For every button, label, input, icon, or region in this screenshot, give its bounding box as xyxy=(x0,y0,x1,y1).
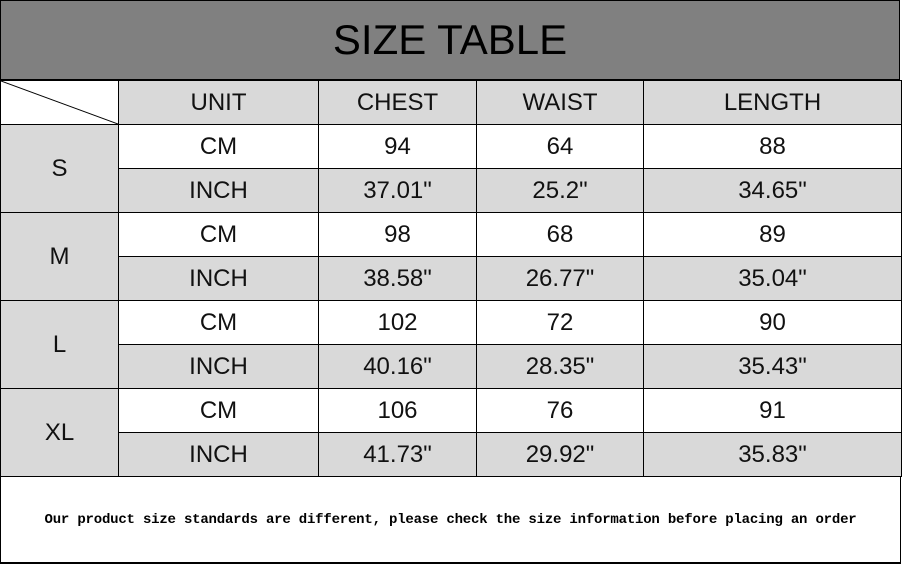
table-row: INCH 37.01" 25.2" 34.65" xyxy=(1,168,902,213)
table-row: S CM 94 64 88 xyxy=(0,124,902,213)
cell-chest: 106 xyxy=(318,388,477,433)
cell-waist: 72 xyxy=(476,300,644,345)
size-label: L xyxy=(0,300,119,389)
cell-length: 34.65" xyxy=(643,168,902,213)
diagonal-line xyxy=(1,81,118,124)
table-row: L CM 102 72 90 xyxy=(0,300,902,389)
cell-chest: 40.16" xyxy=(318,344,477,389)
cell-length: 91 xyxy=(643,388,902,433)
cell-unit: INCH xyxy=(118,432,319,477)
cell-unit: INCH xyxy=(118,168,319,213)
cell-chest: 37.01" xyxy=(318,168,477,213)
cell-waist: 68 xyxy=(476,212,644,257)
corner-cell xyxy=(0,80,119,125)
size-table: UNIT CHEST WAIST LENGTH S CM 94 64 88 INCH 37.… xyxy=(0,80,902,477)
cell-length: 35.43" xyxy=(643,344,902,389)
header-row: UNIT CHEST WAIST LENGTH xyxy=(0,80,902,125)
header-length: LENGTH xyxy=(643,80,902,125)
header-waist: WAIST xyxy=(476,80,644,125)
cell-length: 35.83" xyxy=(643,432,902,477)
cell-unit: INCH xyxy=(118,256,319,301)
cell-waist: 25.2" xyxy=(476,168,644,213)
cell-length: 89 xyxy=(643,212,902,257)
cell-unit: CM xyxy=(118,388,319,433)
cell-chest: 94 xyxy=(318,124,477,169)
cell-waist: 29.92" xyxy=(476,432,644,477)
footer-note: Our product size standards are different… xyxy=(0,476,901,564)
table-row: INCH 40.16" 28.35" 35.43" xyxy=(1,344,902,389)
page-title: SIZE TABLE xyxy=(0,0,900,80)
cell-length: 35.04" xyxy=(643,256,902,301)
table-row: INCH 38.58" 26.77" 35.04" xyxy=(1,256,902,301)
size-label: M xyxy=(0,212,119,301)
cell-waist: 64 xyxy=(476,124,644,169)
cell-chest: 102 xyxy=(318,300,477,345)
header-unit: UNIT xyxy=(118,80,319,125)
cell-unit: CM xyxy=(118,300,319,345)
cell-chest: 41.73" xyxy=(318,432,477,477)
cell-length: 88 xyxy=(643,124,902,169)
cell-waist: 76 xyxy=(476,388,644,433)
cell-chest: 38.58" xyxy=(318,256,477,301)
cell-unit: CM xyxy=(118,212,319,257)
table-row: M CM 98 68 89 xyxy=(0,212,902,301)
cell-unit: INCH xyxy=(118,344,319,389)
cell-waist: 26.77" xyxy=(476,256,644,301)
cell-chest: 98 xyxy=(318,212,477,257)
cell-length: 90 xyxy=(643,300,902,345)
header-chest: CHEST xyxy=(318,80,477,125)
table-row: XL CM 106 76 91 xyxy=(0,388,902,477)
table-row: INCH 41.73" 29.92" 35.83" xyxy=(1,432,902,477)
size-label: S xyxy=(0,124,119,213)
cell-unit: CM xyxy=(118,124,319,169)
cell-waist: 28.35" xyxy=(476,344,644,389)
size-label: XL xyxy=(0,388,119,477)
